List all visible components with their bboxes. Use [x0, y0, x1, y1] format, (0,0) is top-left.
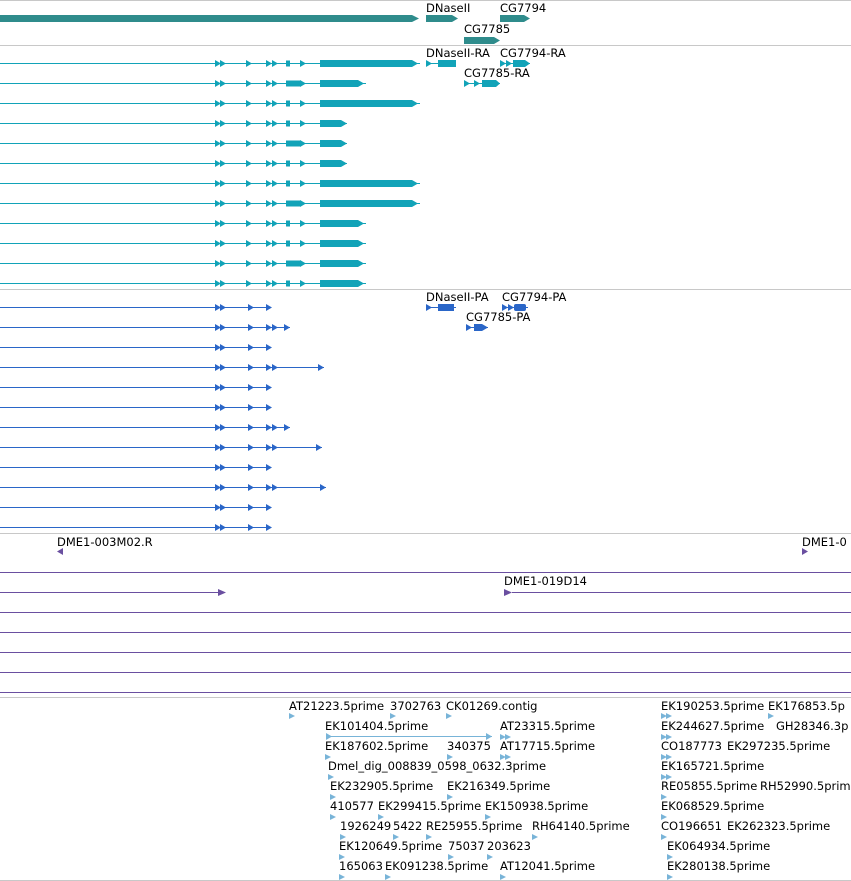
est-label[interactable]: EK216349.5prime	[447, 779, 550, 793]
cds-row[interactable]	[0, 324, 290, 331]
est-label[interactable]: AT12041.5prime	[500, 859, 595, 873]
protein-label-dnaseii-pa[interactable]: DNaseII-PA	[426, 290, 489, 304]
est-label[interactable]: 5422	[393, 819, 422, 833]
cds-row[interactable]	[0, 384, 272, 391]
transcript-dnaseii-ra[interactable]	[426, 60, 456, 67]
est-label[interactable]: 203623	[487, 839, 531, 853]
gene-track: DNaseII CG7794 CG7785	[0, 0, 851, 44]
cds-track: DNaseII-PA CG7794-PA CG7785-PA	[0, 289, 851, 531]
est-label[interactable]: EK232905.5prime	[330, 779, 433, 793]
cds-row[interactable]	[0, 444, 322, 451]
clone-arrow[interactable]	[218, 589, 226, 596]
transcript-label-dnaseii-ra[interactable]: DNaseII-RA	[426, 46, 490, 60]
est-label[interactable]: EK068529.5prime	[661, 799, 764, 813]
est-label[interactable]: EK244627.5prime	[661, 719, 764, 733]
est-label[interactable]: 1926249	[340, 819, 391, 833]
est-label[interactable]: CO196651	[661, 819, 722, 833]
transcript-label-cg7794-ra[interactable]: CG7794-RA	[500, 46, 566, 60]
clone-label-dme1-003m02[interactable]: DME1-003M02.R	[57, 535, 153, 549]
gene-feature-cg7794[interactable]	[500, 15, 530, 22]
gene-feature-left[interactable]	[0, 15, 419, 22]
est-label[interactable]: GH28346.3p	[776, 719, 848, 733]
gene-label-cg7785[interactable]: CG7785	[464, 22, 510, 36]
gene-feature-dnaseii[interactable]	[426, 15, 458, 22]
est-label[interactable]: EK280138.5prime	[667, 859, 770, 873]
cds-row[interactable]	[0, 344, 272, 351]
cds-rows	[0, 304, 326, 531]
est-label[interactable]: EK190253.5prime	[661, 699, 764, 713]
est-label[interactable]: EK299415.5prime	[378, 799, 481, 813]
est-label[interactable]: EK120649.5prime	[339, 839, 442, 853]
transcript-cg7785-ra[interactable]	[464, 80, 500, 87]
transcript-row[interactable]	[0, 200, 420, 207]
clone-arrow-003m02[interactable]	[57, 548, 63, 555]
transcript-row[interactable]	[0, 120, 347, 127]
cds-row[interactable]	[0, 304, 272, 311]
est-label[interactable]: 3702763	[390, 699, 441, 713]
protein-dnaseii-pa[interactable]	[426, 304, 456, 311]
clone-label-dme1-0[interactable]: DME1-0	[802, 535, 847, 549]
cds-row[interactable]	[0, 464, 272, 471]
est-label[interactable]: 165063	[339, 859, 383, 873]
protein-cg7794-pa[interactable]	[502, 304, 528, 311]
transcript-row[interactable]	[0, 240, 366, 247]
est-label[interactable]: EK091238.5prime	[385, 859, 488, 873]
est-label[interactable]: EK297235.5prime	[727, 739, 830, 753]
cds-row[interactable]	[0, 484, 326, 491]
cds-row[interactable]	[0, 364, 324, 371]
gene-label-cg7794[interactable]: CG7794	[500, 1, 546, 15]
cds-row[interactable]	[0, 404, 272, 411]
est-spliced-line[interactable]	[326, 733, 492, 740]
transcript-row[interactable]	[0, 180, 420, 187]
est-label[interactable]: EK187602.5prime	[325, 739, 428, 753]
clone-track: DME1-003M02.R DME1-0 DME1-019D14	[0, 533, 851, 693]
est-label[interactable]: 75037	[448, 839, 485, 853]
est-track: AT21223.5prime 3702763 CK01269.contig EK…	[0, 697, 851, 881]
gene-feature-cg7785[interactable]	[464, 37, 500, 44]
gene-label-dnaseii[interactable]: DNaseII	[426, 1, 470, 15]
transcript-row[interactable]	[0, 60, 420, 67]
est-label[interactable]: Dmel_dig_008839_0598_0632.3prime	[328, 759, 546, 773]
est-label[interactable]: AT17715.5prime	[500, 739, 595, 753]
est-label[interactable]: 410577	[330, 799, 374, 813]
est-label[interactable]: AT23315.5prime	[500, 719, 595, 733]
cds-row[interactable]	[0, 424, 290, 431]
transcript-row[interactable]	[0, 160, 347, 167]
est-label[interactable]: 340375	[447, 739, 491, 753]
est-label[interactable]: RH64140.5prime	[532, 819, 630, 833]
est-label[interactable]: EK165721.5prime	[661, 759, 764, 773]
cds-row[interactable]	[0, 524, 272, 531]
est-label[interactable]: RH52990.5prime	[760, 779, 851, 793]
transcript-row[interactable]	[0, 100, 420, 107]
transcript-row[interactable]	[0, 140, 347, 147]
est-label[interactable]: EK101404.5prime	[325, 719, 428, 733]
transcript-row[interactable]	[0, 260, 366, 267]
clone-arrow-019d14[interactable]	[504, 589, 512, 596]
est-label[interactable]: AT21223.5prime	[289, 699, 384, 713]
protein-cg7785-pa[interactable]	[466, 324, 488, 331]
est-glyphs[interactable]	[289, 713, 774, 880]
transcript-rows	[0, 60, 420, 287]
transcript-row[interactable]	[0, 220, 366, 227]
est-label[interactable]: EK064934.5prime	[667, 839, 770, 853]
cds-row[interactable]	[0, 504, 272, 511]
protein-label-cg7785-pa[interactable]: CG7785-PA	[466, 310, 531, 324]
est-label[interactable]: EK150938.5prime	[485, 799, 588, 813]
clone-label-dme1-019d14[interactable]: DME1-019D14	[504, 574, 587, 588]
transcript-row[interactable]	[0, 280, 366, 287]
transcript-cg7794-ra[interactable]	[500, 60, 530, 67]
transcript-label-cg7785-ra[interactable]: CG7785-RA	[464, 66, 530, 80]
est-label[interactable]: CO187773	[661, 739, 722, 753]
est-label[interactable]: EK262323.5prime	[727, 819, 830, 833]
protein-label-cg7794-pa[interactable]: CG7794-PA	[502, 290, 567, 304]
transcript-track: DNaseII-RA CG7794-RA CG7785-RA	[0, 45, 851, 287]
est-label[interactable]: RE05855.5prime	[661, 779, 757, 793]
est-label[interactable]: EK176853.5p	[768, 699, 845, 713]
transcript-row[interactable]	[0, 80, 366, 87]
est-label[interactable]: CK01269.contig	[446, 699, 537, 713]
clone-arrow-dme1-0[interactable]	[802, 548, 808, 555]
est-label[interactable]: RE25955.5prime	[426, 819, 522, 833]
